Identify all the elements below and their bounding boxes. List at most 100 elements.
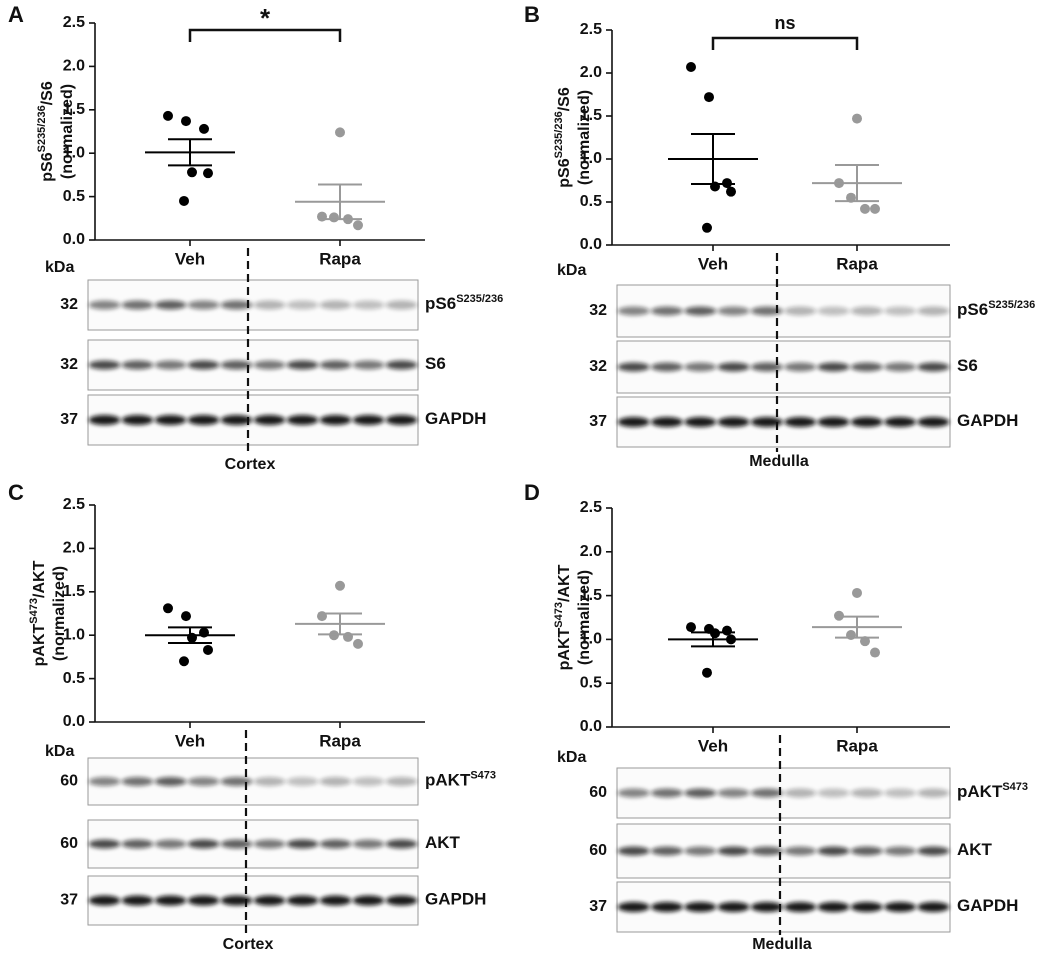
y-tick-label: 1.0 — [580, 150, 602, 167]
blot-band — [650, 306, 683, 316]
blot-band — [850, 788, 883, 798]
data-point — [203, 168, 213, 179]
label-part: S6 — [957, 356, 978, 375]
y-tick-label: 0.5 — [580, 193, 602, 210]
y-tick-label: 2.5 — [63, 14, 85, 31]
superscript: S473 — [470, 769, 496, 781]
blot-label: GAPDH — [957, 896, 1018, 915]
y-tick-label: 0.0 — [63, 231, 85, 248]
label-part: pS6 — [957, 300, 988, 319]
y-axis-label: pS6S235/236/S6 — [36, 81, 56, 182]
y-tick-label: 1.0 — [580, 631, 602, 648]
blot-band — [817, 306, 850, 316]
blot-band — [617, 846, 650, 856]
label-part: GAPDH — [957, 411, 1018, 430]
blot-band — [784, 788, 817, 798]
blot-band — [352, 415, 385, 425]
y-axis-label: pS6S235/236/S6 — [553, 87, 573, 188]
y-tick-label: 1.5 — [63, 583, 85, 600]
blot-band — [352, 300, 385, 310]
x-tick-label: Rapa — [319, 731, 361, 750]
y-tick-label: 0.0 — [580, 718, 602, 735]
y-axis-label-line2: (normalized) — [576, 570, 593, 665]
blot-band — [650, 417, 683, 427]
y-tick-label: 0.5 — [580, 674, 602, 691]
data-point — [870, 647, 880, 658]
blot-band — [684, 846, 717, 856]
molecular-weight: 32 — [60, 356, 78, 373]
blot-band — [352, 895, 385, 906]
data-point — [329, 212, 339, 223]
significance-label: * — [260, 3, 271, 33]
blot-band — [187, 415, 220, 425]
blot-band — [650, 902, 683, 912]
blot-band — [88, 777, 121, 786]
label-part: /AKT — [556, 564, 573, 602]
blot-band — [717, 306, 750, 316]
blot-band — [385, 777, 418, 786]
data-point — [179, 195, 189, 206]
superscript: S473 — [1002, 781, 1028, 793]
data-point — [335, 127, 345, 138]
blot-band — [617, 306, 650, 316]
tissue-label: Cortex — [223, 936, 274, 953]
blot-band — [850, 362, 883, 372]
molecular-weight: 60 — [589, 842, 607, 859]
blot-band — [385, 415, 418, 425]
blot-band — [154, 360, 187, 370]
y-tick-label: 1.5 — [63, 101, 85, 118]
blot-band — [319, 300, 352, 310]
blot-band — [684, 306, 717, 316]
blot-band — [884, 788, 917, 798]
blot-band — [121, 360, 154, 370]
blot-band — [352, 839, 385, 849]
blot-band — [684, 362, 717, 372]
significance-bracket — [711, 36, 859, 50]
y-tick-label: 2.0 — [63, 540, 85, 557]
blot-band — [717, 417, 750, 427]
blot-band — [817, 846, 850, 856]
blot-band — [817, 417, 850, 427]
y-axis-label: pAKTS473/AKT — [28, 560, 48, 666]
x-tick-label: Veh — [175, 249, 205, 268]
blot-band — [917, 306, 950, 316]
x-tick-label: Veh — [175, 731, 205, 750]
y-tick-label: 1.0 — [63, 626, 85, 643]
y-tick-label: 2.5 — [580, 499, 602, 516]
molecular-weight: 37 — [60, 411, 78, 428]
blot-band — [286, 777, 319, 786]
label-part: pAKT — [957, 782, 1003, 801]
blot-band — [650, 788, 683, 798]
blot-band — [88, 360, 121, 370]
blot-band — [286, 895, 319, 906]
blot-band — [617, 417, 650, 427]
blot-band — [717, 788, 750, 798]
blot-label: pAKTS473 — [425, 769, 496, 790]
blot-band — [187, 895, 220, 906]
blot-band — [220, 895, 253, 906]
blot-band — [884, 362, 917, 372]
blot-band — [88, 895, 121, 906]
label-part: pAKT — [31, 623, 48, 666]
tissue-label: Medulla — [752, 936, 812, 953]
blot-label: pAKTS473 — [957, 781, 1028, 802]
x-tick-label: Rapa — [836, 736, 878, 755]
x-tick-label: Rapa — [836, 254, 878, 273]
blot-band — [884, 846, 917, 856]
blot-label: AKT — [957, 840, 993, 859]
blot-band — [286, 839, 319, 849]
blot-band — [784, 846, 817, 856]
blot-band — [784, 902, 817, 912]
blot-band — [684, 417, 717, 427]
blot-band — [684, 788, 717, 798]
data-point — [870, 203, 880, 214]
blot-band — [850, 417, 883, 427]
blot-band — [352, 777, 385, 786]
blot-band — [187, 300, 220, 310]
blot-band — [220, 839, 253, 849]
molecular-weight: 32 — [589, 302, 607, 319]
blot-band — [750, 306, 783, 316]
blot-band — [253, 895, 286, 906]
blot-band — [220, 415, 253, 425]
